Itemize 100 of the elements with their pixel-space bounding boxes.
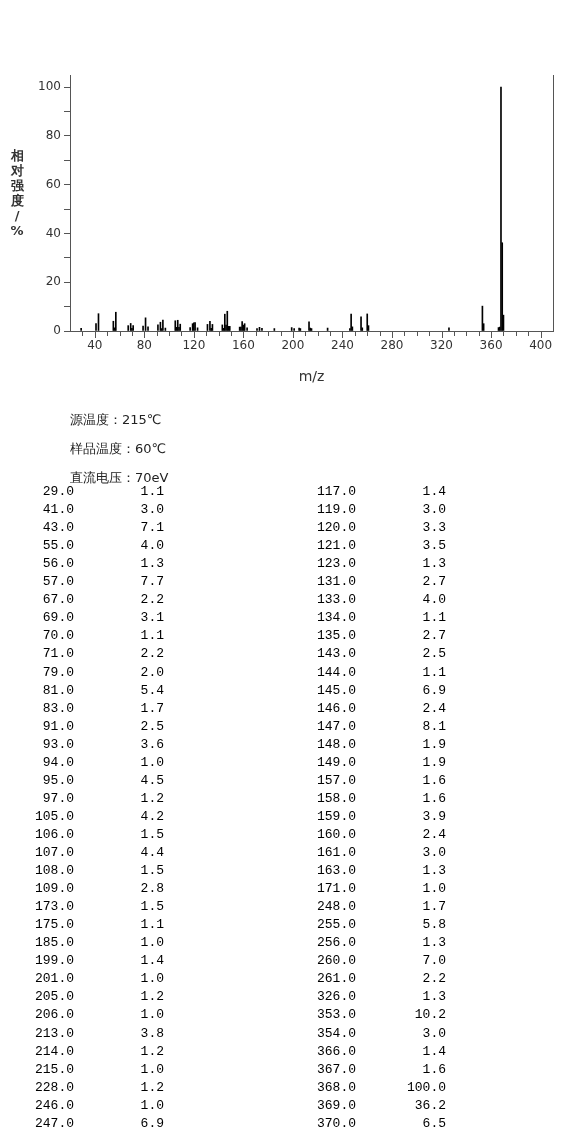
- text: 1.0: [139, 935, 164, 951]
- text: 248.0: [316, 899, 356, 915]
- x-axis-title: m/z: [298, 368, 325, 385]
- text: 源温度：215℃: [70, 411, 162, 429]
- text: 3.9: [421, 808, 446, 824]
- text: 149.0: [316, 754, 356, 770]
- text: 83.0: [41, 700, 74, 716]
- text: 368.0: [316, 1079, 356, 1095]
- text: 样品温度：60℃: [70, 440, 167, 458]
- text: 100.0: [406, 1079, 446, 1095]
- text: 93.0: [41, 736, 74, 752]
- text: 247.0: [34, 1115, 74, 1131]
- text: 366.0: [316, 1043, 356, 1059]
- text: 3.0: [421, 1025, 446, 1041]
- text: 117.0: [316, 484, 356, 499]
- text: 3.0: [421, 502, 446, 518]
- text: 146.0: [316, 700, 356, 716]
- text: 4.5: [139, 772, 164, 788]
- text: 57.0: [41, 574, 74, 590]
- y-tick-label: 40: [45, 225, 61, 240]
- text: 6.9: [139, 1115, 164, 1131]
- text: 1.6: [421, 772, 446, 788]
- text: 1.6: [421, 790, 446, 806]
- text: 246.0: [34, 1097, 74, 1113]
- y-axis-title: 相对强度/%: [9, 148, 25, 238]
- text: 1.1: [139, 484, 164, 499]
- text: 3.0: [421, 845, 446, 860]
- text: 171.0: [316, 881, 356, 897]
- text: 2.0: [139, 664, 164, 680]
- text: 147.0: [316, 718, 356, 734]
- text: 215.0: [34, 1061, 74, 1077]
- text: 7.7: [139, 574, 164, 590]
- text: 173.0: [34, 899, 74, 915]
- y-tick-label: 100: [38, 79, 61, 94]
- text: 205.0: [34, 989, 74, 1005]
- text: 108.0: [34, 863, 74, 879]
- text: 1.3: [421, 989, 446, 1005]
- text: 121.0: [316, 538, 356, 554]
- text: 1.3: [421, 556, 446, 572]
- text: 55.0: [41, 538, 74, 554]
- text: 29.0: [41, 484, 74, 499]
- x-tick-label: 120: [182, 338, 206, 353]
- text: 36.2: [413, 1097, 446, 1113]
- text: 3.3: [421, 520, 446, 536]
- text: 256.0: [316, 935, 356, 951]
- text: 4.0: [421, 592, 446, 608]
- text: 2.7: [421, 574, 446, 590]
- text: 228.0: [34, 1079, 74, 1095]
- text: 1.0: [139, 1097, 164, 1113]
- text: 4.0: [139, 538, 164, 554]
- text: 10.2: [413, 1007, 446, 1023]
- text: 1.3: [421, 935, 446, 951]
- x-tick-label: 280: [380, 338, 404, 353]
- x-tick-label: 360: [479, 338, 503, 353]
- x-tick-label: 240: [331, 338, 354, 353]
- text: 5.4: [139, 682, 164, 698]
- text: 143.0: [316, 646, 356, 662]
- text: 109.0: [34, 881, 74, 897]
- text: 214.0: [34, 1043, 74, 1059]
- text: 1.0: [139, 754, 164, 770]
- text: 1.1: [421, 610, 446, 626]
- text: 2.2: [139, 646, 164, 662]
- x-tick-label: 40: [87, 338, 103, 353]
- text: 1.5: [139, 863, 164, 879]
- x-tick-label: 160: [231, 338, 255, 353]
- text: 1.5: [139, 899, 164, 915]
- text: 1.0: [139, 1061, 164, 1077]
- text: 260.0: [316, 953, 356, 969]
- text: 1.3: [139, 556, 164, 572]
- text: 56.0: [41, 556, 74, 572]
- text: 4.2: [139, 808, 164, 824]
- text: 6.9: [421, 682, 446, 698]
- text: 2.8: [139, 881, 164, 897]
- text: 134.0: [316, 610, 356, 626]
- text: 1.7: [421, 899, 446, 915]
- text: 2.2: [139, 592, 164, 608]
- text: 133.0: [316, 592, 356, 608]
- x-tick-label: 320: [430, 338, 453, 353]
- text: 123.0: [316, 556, 356, 572]
- text: 163.0: [316, 863, 356, 879]
- text: 1.0: [139, 1007, 164, 1023]
- text: 2.7: [421, 628, 446, 644]
- text: 1.0: [139, 971, 164, 987]
- text: 119.0: [316, 502, 356, 518]
- text: 206.0: [34, 1007, 74, 1023]
- text: 1.9: [421, 754, 446, 770]
- text: 160.0: [316, 826, 356, 842]
- text: 255.0: [316, 917, 356, 933]
- text: 185.0: [34, 935, 74, 951]
- text: 261.0: [316, 971, 356, 987]
- text: 4.4: [139, 845, 164, 860]
- text: 94.0: [41, 754, 74, 770]
- text: 1.2: [139, 1079, 164, 1095]
- text: 95.0: [41, 772, 74, 788]
- text: 71.0: [41, 646, 74, 662]
- text: 145.0: [316, 682, 356, 698]
- y-tick-label: 20: [45, 274, 61, 289]
- text: 2.5: [421, 646, 446, 662]
- text: 353.0: [316, 1007, 356, 1023]
- text: 131.0: [316, 574, 356, 590]
